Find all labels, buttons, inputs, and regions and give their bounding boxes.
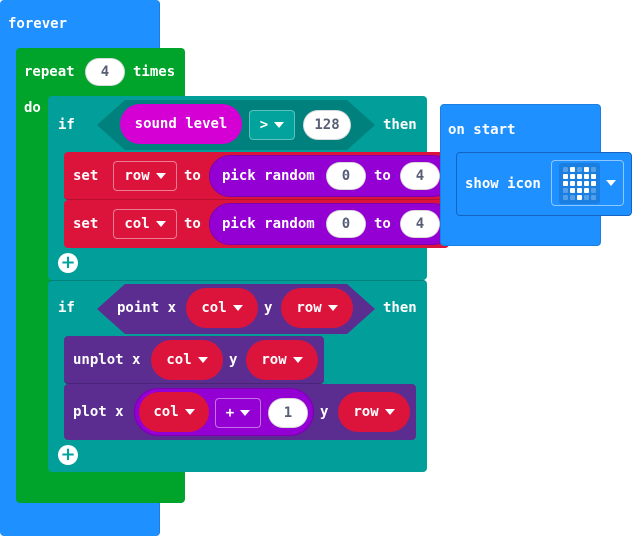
led-cell <box>570 166 575 172</box>
plot-operator-label: + <box>225 405 235 421</box>
led-cell <box>577 166 582 172</box>
led-cell <box>584 187 589 193</box>
compare-value-input[interactable]: 128 <box>303 110 351 140</box>
point-y-variable-label: row <box>296 300 322 316</box>
set-row-label: set <box>73 168 99 184</box>
led-cell <box>570 187 575 193</box>
point-y-label: y <box>264 300 273 316</box>
pick-random-row-to-input[interactable]: 4 <box>400 162 440 190</box>
pick-random-col-to-label: to <box>374 216 391 232</box>
pick-random-row-from-input[interactable]: 0 <box>326 162 366 190</box>
forever-label: forever <box>8 16 68 32</box>
led-cell <box>591 180 596 186</box>
unplot-y-variable[interactable]: row <box>246 340 318 380</box>
led-cell <box>584 194 589 200</box>
chevron-down-icon <box>197 357 208 363</box>
plot-y-variable[interactable]: row <box>338 392 410 432</box>
pick-random-row-to-label: to <box>374 168 391 184</box>
chevron-down-icon <box>155 221 166 227</box>
heart-icon <box>559 162 600 204</box>
led-cell <box>591 194 596 200</box>
point-x-label: point x <box>117 300 177 316</box>
led-cell <box>591 187 596 193</box>
chevron-down-icon <box>606 180 616 186</box>
led-cell <box>570 173 575 179</box>
repeat-do-label: do <box>24 100 41 116</box>
set-row-variable-dropdown[interactable]: row <box>113 161 177 191</box>
icon-dropdown[interactable] <box>551 160 624 206</box>
set-row-variable-label: row <box>124 168 150 184</box>
repeat-count-input[interactable]: 4 <box>85 58 125 86</box>
led-cell <box>591 173 596 179</box>
add-else-icon[interactable]: + <box>58 445 78 465</box>
point-x-variable[interactable]: col <box>186 288 258 328</box>
set-col-variable-label: col <box>124 216 150 232</box>
unplot-x-variable[interactable]: col <box>151 340 223 380</box>
pick-random-col-from-input[interactable]: 0 <box>326 210 366 238</box>
led-cell <box>577 173 582 179</box>
if1-then-label: then <box>383 117 417 133</box>
led-cell <box>584 180 589 186</box>
add-else-icon[interactable]: + <box>58 253 78 273</box>
pick-random-row-label: pick random <box>222 168 315 184</box>
led-cell <box>591 166 596 172</box>
led-cell <box>577 194 582 200</box>
if1-label: if <box>58 117 75 133</box>
led-cell <box>570 194 575 200</box>
repeat-label: repeat <box>24 64 75 80</box>
unplot-y-label: y <box>229 352 238 368</box>
plot-x-variable-label: col <box>153 404 179 420</box>
set-col-label: set <box>73 216 99 232</box>
show-icon-label: show icon <box>465 176 541 192</box>
chevron-down-icon <box>292 357 303 363</box>
led-cell <box>563 180 568 186</box>
if2-then-label: then <box>383 300 417 316</box>
on-start-label: on start <box>448 122 516 138</box>
set-row-to-label: to <box>184 168 201 184</box>
chevron-down-icon <box>384 409 395 415</box>
set-col-to-label: to <box>184 216 201 232</box>
chevron-down-icon <box>327 305 338 311</box>
chevron-down-icon <box>184 409 195 415</box>
pick-random-col-to-input[interactable]: 4 <box>400 210 440 238</box>
led-cell <box>563 166 568 172</box>
led-cell <box>584 173 589 179</box>
plot-y-label: y <box>320 404 329 420</box>
unplot-x-variable-label: col <box>166 352 192 368</box>
plot-operator-dropdown[interactable]: + <box>215 398 261 428</box>
unplot-label: unplot x <box>73 352 141 368</box>
chevron-down-icon <box>240 410 251 416</box>
led-cell <box>563 187 568 193</box>
led-cell <box>577 180 582 186</box>
compare-operator-label: > <box>259 117 269 133</box>
chevron-down-icon <box>274 122 285 128</box>
sound-level-block[interactable]: sound level <box>120 104 242 144</box>
chevron-down-icon <box>232 305 243 311</box>
led-cell <box>577 187 582 193</box>
unplot-y-variable-label: row <box>261 352 287 368</box>
plot-x-variable[interactable]: col <box>139 392 209 432</box>
plot-add-value-input[interactable]: 1 <box>268 398 308 428</box>
plot-y-variable-label: row <box>353 404 379 420</box>
if2-label: if <box>58 300 75 316</box>
set-col-variable-dropdown[interactable]: col <box>113 209 177 239</box>
led-cell <box>570 180 575 186</box>
chevron-down-icon <box>155 173 166 179</box>
led-cell <box>584 166 589 172</box>
led-cell <box>563 194 568 200</box>
plot-label: plot x <box>73 404 124 420</box>
point-y-variable[interactable]: row <box>281 288 353 328</box>
pick-random-col-label: pick random <box>222 216 315 232</box>
point-x-variable-label: col <box>201 300 227 316</box>
compare-operator-dropdown[interactable]: > <box>249 110 295 140</box>
led-cell <box>563 173 568 179</box>
repeat-times-label: times <box>133 64 176 80</box>
